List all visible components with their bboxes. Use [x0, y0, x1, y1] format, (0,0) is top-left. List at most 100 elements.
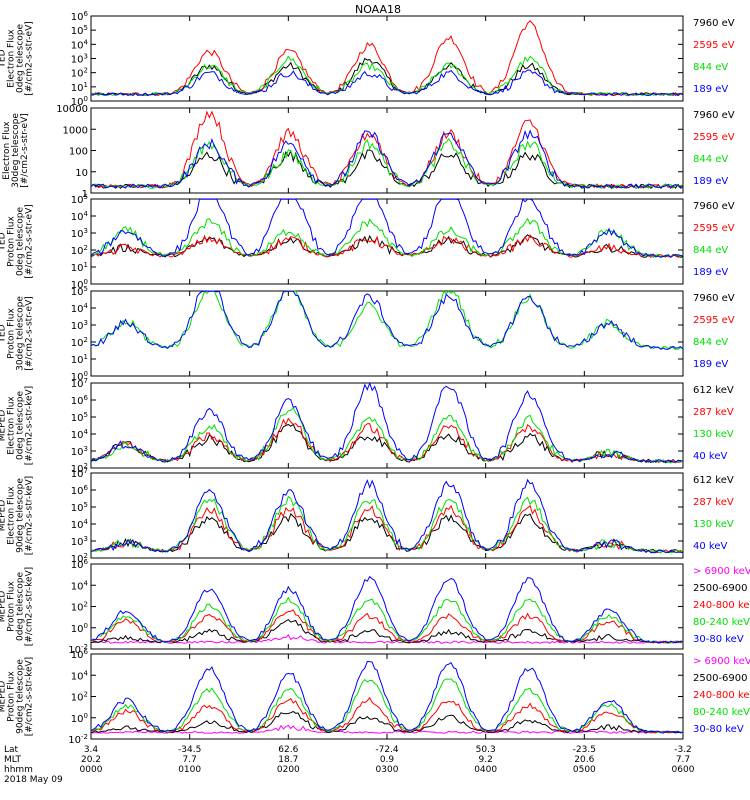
legend-label: 844 eV: [693, 337, 728, 348]
y-tick-label: 106: [71, 558, 89, 571]
legend-label: 7960 eV: [693, 110, 735, 121]
series-trace: [90, 696, 684, 734]
y-tick-label: 103: [71, 227, 88, 240]
legend-label: 844 eV: [693, 62, 728, 73]
panel-5: 102 103 104 105 106 107 MEPEDElectron Flux0deg…: [0, 377, 734, 475]
y-tick-label: 104: [71, 428, 89, 441]
x-mlt-label: 7.7: [676, 755, 690, 765]
legend-label: 80-240 keV: [693, 707, 750, 718]
y-axis-label: MEPEDProton Flux90deg telescope[#/cm2-s-…: [0, 657, 35, 736]
y-tick-label: 104: [71, 210, 89, 223]
series-trace: [90, 20, 684, 97]
legend-label: 189 eV: [693, 267, 728, 278]
y-tick-label: 103: [71, 535, 88, 548]
y-tick-label: 1000: [63, 125, 88, 136]
series-trace: [90, 129, 684, 190]
x-time-label: 0400: [474, 765, 497, 775]
legend-label: 30-80 keV: [693, 724, 744, 735]
series-trace: [90, 710, 684, 734]
y-tick-label: 100: [71, 278, 88, 291]
y-tick-label: 100: [71, 370, 88, 383]
y-tick-label: 102: [71, 552, 88, 565]
legend-label: 80-240 keV: [693, 617, 750, 628]
series-trace: [90, 417, 684, 464]
y-tick-label: 102: [71, 601, 88, 614]
panel-4: 100 101 102 103 104 105 TEDProton Flux30deg te…: [0, 285, 735, 383]
series-trace: [90, 217, 684, 258]
legend-label: 612 keV: [693, 385, 734, 396]
series-trace: [90, 478, 684, 554]
legend-label: 189 eV: [693, 359, 728, 370]
legend-label: 287 keV: [693, 407, 734, 418]
y-tick-label: 104: [71, 302, 89, 315]
x-time-label: 0500: [573, 765, 596, 775]
y-tick-label: 104: [71, 38, 89, 51]
y-tick-label: 104: [71, 518, 89, 531]
legend-label: 189 eV: [693, 84, 728, 95]
legend-label: > 6900 keV: [693, 566, 750, 577]
x-time-label: 0300: [376, 765, 399, 775]
legend-label: 130 keV: [693, 519, 734, 530]
legend-label: 7960 eV: [693, 201, 735, 212]
y-tick-label: 106: [71, 394, 89, 407]
y-tick-label: 107: [71, 467, 88, 480]
x-lat-label: -34.5: [178, 745, 201, 755]
x-row-label: hhmm: [4, 765, 33, 775]
legend-label: 30-80 keV: [693, 634, 744, 645]
legend-label: 7960 eV: [693, 293, 735, 304]
series-trace: [90, 660, 684, 734]
x-lat-label: 3.4: [84, 745, 99, 755]
legend-label: 189 eV: [693, 176, 728, 187]
legend-label: 844 eV: [693, 245, 728, 256]
series-trace: [90, 678, 684, 734]
legend-label: 2595 eV: [693, 132, 735, 143]
series-trace: [90, 633, 684, 644]
y-tick-label: 100: [69, 147, 88, 158]
x-time-label: 0100: [178, 765, 201, 775]
x-mlt-label: 20.2: [81, 755, 101, 765]
y-tick-label: 10000: [56, 104, 88, 115]
series-trace: [90, 290, 684, 351]
panel-8: 10-2 100 102 104 106 MEPEDProton Flux90deg te…: [0, 648, 750, 746]
series-trace: [90, 575, 684, 644]
series-trace: [90, 406, 684, 464]
y-tick-label: 103: [71, 53, 88, 66]
panel-frame: [90, 653, 684, 740]
y-tick-label: 101: [71, 81, 88, 94]
x-mlt-label: 20.6: [574, 755, 594, 765]
y-tick-label: 1: [82, 189, 88, 200]
y-tick-label: 103: [71, 319, 88, 332]
y-axis-label: Electron Flux30deg telescope[#/cm2-s-str…: [2, 113, 30, 188]
x-lat-label: -3.2: [674, 745, 692, 755]
y-tick-label: 101: [71, 261, 88, 274]
y-tick-label: 104: [71, 669, 89, 682]
y-tick-label: 107: [71, 377, 88, 390]
legend-label: > 6900 keV: [693, 656, 750, 667]
series-trace: [90, 495, 684, 554]
x-mlt-label: 18.7: [278, 755, 298, 765]
legend-label: 2595 eV: [693, 40, 735, 51]
series-trace: [90, 110, 684, 189]
y-tick-label: 106: [71, 484, 89, 497]
y-tick-label: 102: [71, 67, 88, 80]
legend-label: 2595 eV: [693, 315, 735, 326]
y-axis-label: TEDProton Flux30deg telescope[#/cm2-s-st…: [0, 296, 35, 371]
y-tick-label: 100: [71, 95, 88, 108]
y-tick-label: 100: [71, 622, 88, 635]
series-trace: [90, 618, 684, 644]
panel-2: 1 10 100 1000 10000 Electron Flux30deg telesc…: [2, 104, 735, 200]
x-time-label: 0600: [672, 765, 695, 775]
y-tick-label: 100: [71, 712, 88, 725]
y-tick-label: 10: [75, 168, 88, 179]
series-trace: [90, 724, 684, 734]
x-time-label: 0000: [80, 765, 103, 775]
x-row-label: Lat: [4, 745, 19, 755]
x-lat-label: -72.4: [375, 745, 399, 755]
y-axis-label: MEPEDElectron Flux90deg telescope[#/cm2-…: [0, 476, 35, 555]
legend-label: 844 eV: [693, 154, 728, 165]
legend-label: 287 keV: [693, 497, 734, 508]
